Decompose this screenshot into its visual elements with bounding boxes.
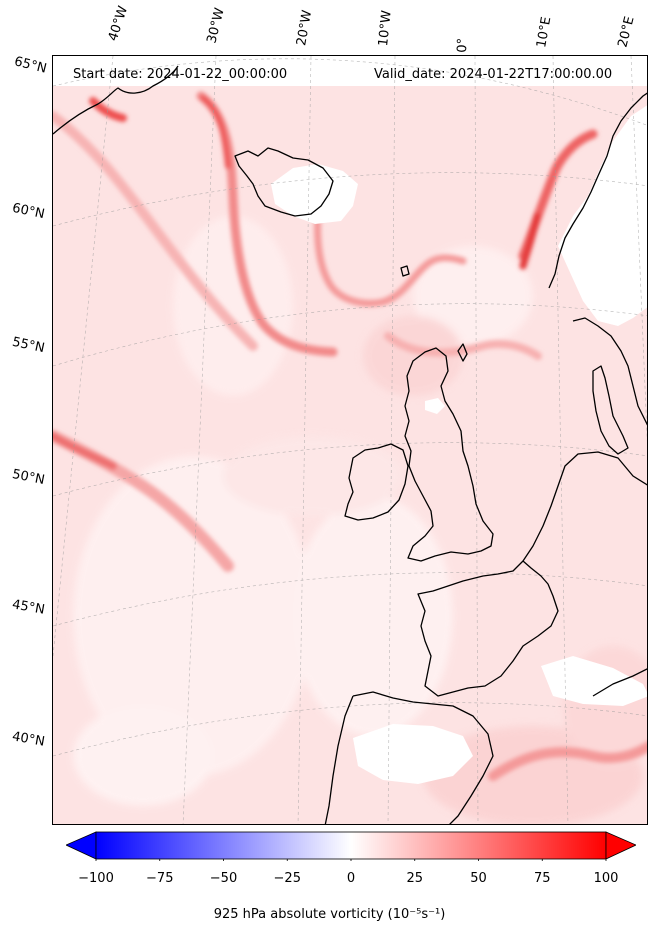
colorbar-tick-label: −75 bbox=[146, 871, 174, 886]
colorbar-tick-label: −25 bbox=[273, 871, 301, 886]
coast-iberia bbox=[352, 691, 494, 824]
coast-ireland bbox=[344, 443, 409, 521]
start-date-label: Start date: 2024-01-22_00:00:00 bbox=[73, 67, 288, 82]
colorbar-extend-high bbox=[605, 831, 636, 860]
lat-label-60n: 60°N bbox=[10, 200, 46, 223]
colorbar-label: 925 hPa absolute vorticity (10⁻⁵s⁻¹) bbox=[213, 907, 446, 922]
lat-label-65n: 65°N bbox=[12, 54, 49, 77]
colorbar-gradient bbox=[95, 831, 607, 860]
vorticity-band-atlantic-west-core bbox=[53, 432, 117, 470]
vorticity-band-greenland-jet-core bbox=[200, 95, 231, 169]
vorticity-band-iberia bbox=[488, 741, 647, 781]
colorbar-tick-label: 50 bbox=[470, 871, 487, 886]
lon-label-20e: 20°E bbox=[615, 15, 638, 49]
vorticity-band-norway-core bbox=[519, 212, 541, 270]
lon-label-10w: 10°W bbox=[376, 9, 395, 48]
coast-france bbox=[417, 560, 559, 697]
vorticity-band-iceland bbox=[314, 172, 467, 307]
iberia-mask bbox=[353, 724, 473, 784]
lon-label-20w: 20°W bbox=[294, 9, 316, 48]
colorbar-extend-low bbox=[66, 831, 97, 860]
colorbar-tick-marks bbox=[95, 859, 607, 861]
lat-label-50n: 50°N bbox=[10, 467, 46, 488]
vorticity-map bbox=[52, 55, 648, 825]
gridlines bbox=[53, 56, 647, 824]
colorbar-tick-label: −100 bbox=[78, 871, 114, 886]
coast-netherlands bbox=[522, 451, 647, 562]
missing-data-masks bbox=[53, 56, 647, 784]
coast-shetland bbox=[457, 343, 468, 362]
lon-label-10e: 10°E bbox=[534, 15, 555, 49]
alps-mask bbox=[541, 656, 647, 706]
lat-label-45n: 45°N bbox=[10, 597, 46, 618]
scotland-mask bbox=[425, 398, 445, 414]
coast-norway bbox=[548, 92, 647, 289]
vorticity-band-northsea bbox=[384, 332, 542, 360]
coast-iberia-west bbox=[324, 695, 354, 824]
lat-label-40n: 40°N bbox=[10, 729, 46, 750]
coast-denmark bbox=[592, 365, 629, 455]
iceland-mask bbox=[271, 164, 358, 224]
vorticity-band-northwest bbox=[53, 111, 258, 351]
lon-label-0: 0° bbox=[455, 37, 471, 53]
valid-date-label: Valid_date: 2024-01-22T17:00:00.00 bbox=[374, 67, 613, 82]
coast-greenland bbox=[53, 65, 179, 135]
colorbar-tick-label: 75 bbox=[533, 871, 551, 886]
vorticity-band-greenland-tip bbox=[89, 97, 127, 122]
coast-scotland bbox=[404, 347, 494, 562]
lon-label-40w: 40°W bbox=[105, 4, 132, 43]
colorbar bbox=[66, 831, 636, 861]
colorbar-tick-label: 100 bbox=[593, 871, 619, 886]
colorbar-tick-label: −50 bbox=[209, 871, 238, 886]
norway-mask bbox=[558, 105, 647, 326]
coast-faroe bbox=[400, 265, 410, 277]
coastlines bbox=[53, 65, 647, 824]
greenland-mask bbox=[53, 56, 647, 86]
lon-label-30w: 30°W bbox=[204, 6, 228, 46]
coast-scandinavia-south bbox=[572, 317, 647, 426]
map-canvas bbox=[53, 56, 647, 824]
coast-italy bbox=[592, 668, 647, 697]
coast-iceland bbox=[234, 147, 334, 217]
lat-label-55n: 55°N bbox=[10, 334, 46, 357]
colorbar-tick-label: 0 bbox=[346, 871, 356, 886]
colorbar-tick-label: 25 bbox=[406, 871, 424, 886]
